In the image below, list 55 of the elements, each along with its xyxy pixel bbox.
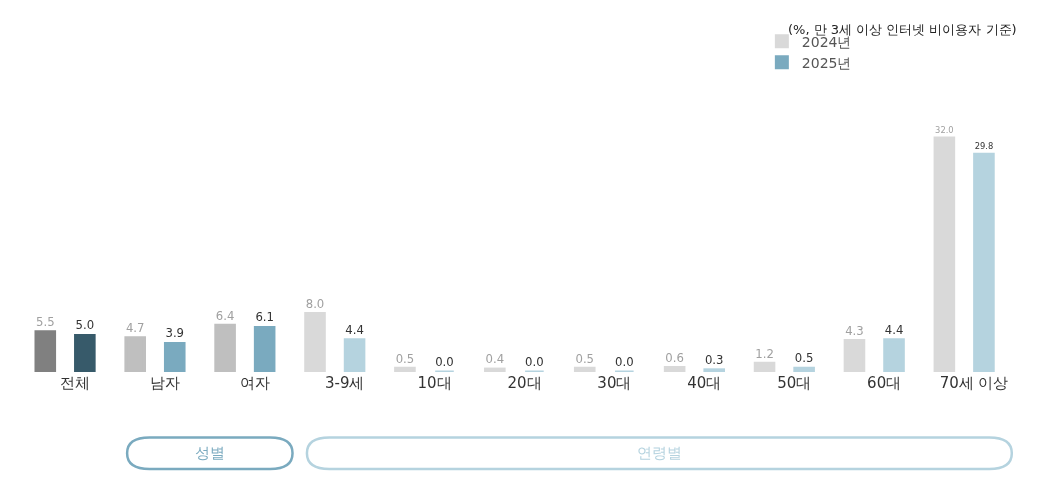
x-tick-label: 50대 — [777, 374, 812, 392]
legend-label: 2025년 — [801, 54, 852, 71]
x-tick-label: 여자 — [239, 374, 270, 392]
data-label: 0.0 — [615, 354, 634, 369]
data-label: 0.5 — [395, 351, 415, 366]
bar — [163, 341, 186, 372]
bar — [253, 325, 276, 372]
bar — [753, 361, 776, 372]
x-tick-label: 10대 — [417, 374, 452, 392]
data-label: 5.0 — [75, 318, 95, 333]
bar — [484, 367, 506, 372]
data-label: 4.4 — [884, 322, 904, 337]
bar — [793, 366, 815, 372]
bar — [304, 312, 326, 372]
data-label: 0.6 — [665, 350, 684, 365]
bar — [663, 366, 686, 372]
bar — [703, 368, 725, 372]
bar — [343, 338, 366, 372]
data-label: 4.4 — [345, 322, 364, 337]
data-label: 0.5 — [794, 351, 814, 366]
data-label: 5.5 — [36, 315, 55, 330]
data-label: 6.1 — [255, 310, 274, 325]
data-label: 6.4 — [215, 308, 235, 323]
data-label: 0.5 — [575, 351, 595, 366]
x-tick-label: 70세 이상 — [939, 374, 1009, 392]
bar — [124, 336, 146, 372]
data-label: 32.0 — [935, 125, 954, 136]
data-label: 0.3 — [704, 352, 724, 367]
data-label: 1.2 — [755, 346, 774, 361]
data-label: 8.0 — [305, 296, 325, 311]
bar — [394, 366, 416, 372]
data-label: 4.7 — [125, 320, 145, 335]
x-tick-label: 남자 — [149, 374, 180, 392]
x-tick-label: 20대 — [507, 374, 542, 392]
bar — [573, 366, 596, 372]
text: 연령별 — [637, 444, 682, 462]
bar — [883, 338, 905, 372]
data-label: 0.0 — [435, 354, 454, 369]
bar — [843, 339, 866, 372]
bar — [973, 152, 995, 372]
data-label: 0.0 — [525, 354, 544, 369]
bar — [34, 330, 57, 372]
data-label: 29.8 — [974, 140, 994, 151]
bar — [933, 136, 956, 372]
x-tick-label: 전체 — [59, 374, 90, 392]
data-label: 4.3 — [845, 323, 864, 338]
x-tick-label: 3-9세 — [324, 374, 365, 392]
x-tick-label: 30대 — [597, 374, 632, 392]
data-label: 3.9 — [165, 326, 185, 341]
bar — [214, 323, 236, 372]
bar — [74, 333, 96, 372]
x-tick-label: 40대 — [687, 374, 722, 392]
data-label: 0.4 — [485, 352, 505, 367]
text: 성별 — [195, 444, 225, 462]
x-tick-label: 60대 — [867, 374, 902, 392]
